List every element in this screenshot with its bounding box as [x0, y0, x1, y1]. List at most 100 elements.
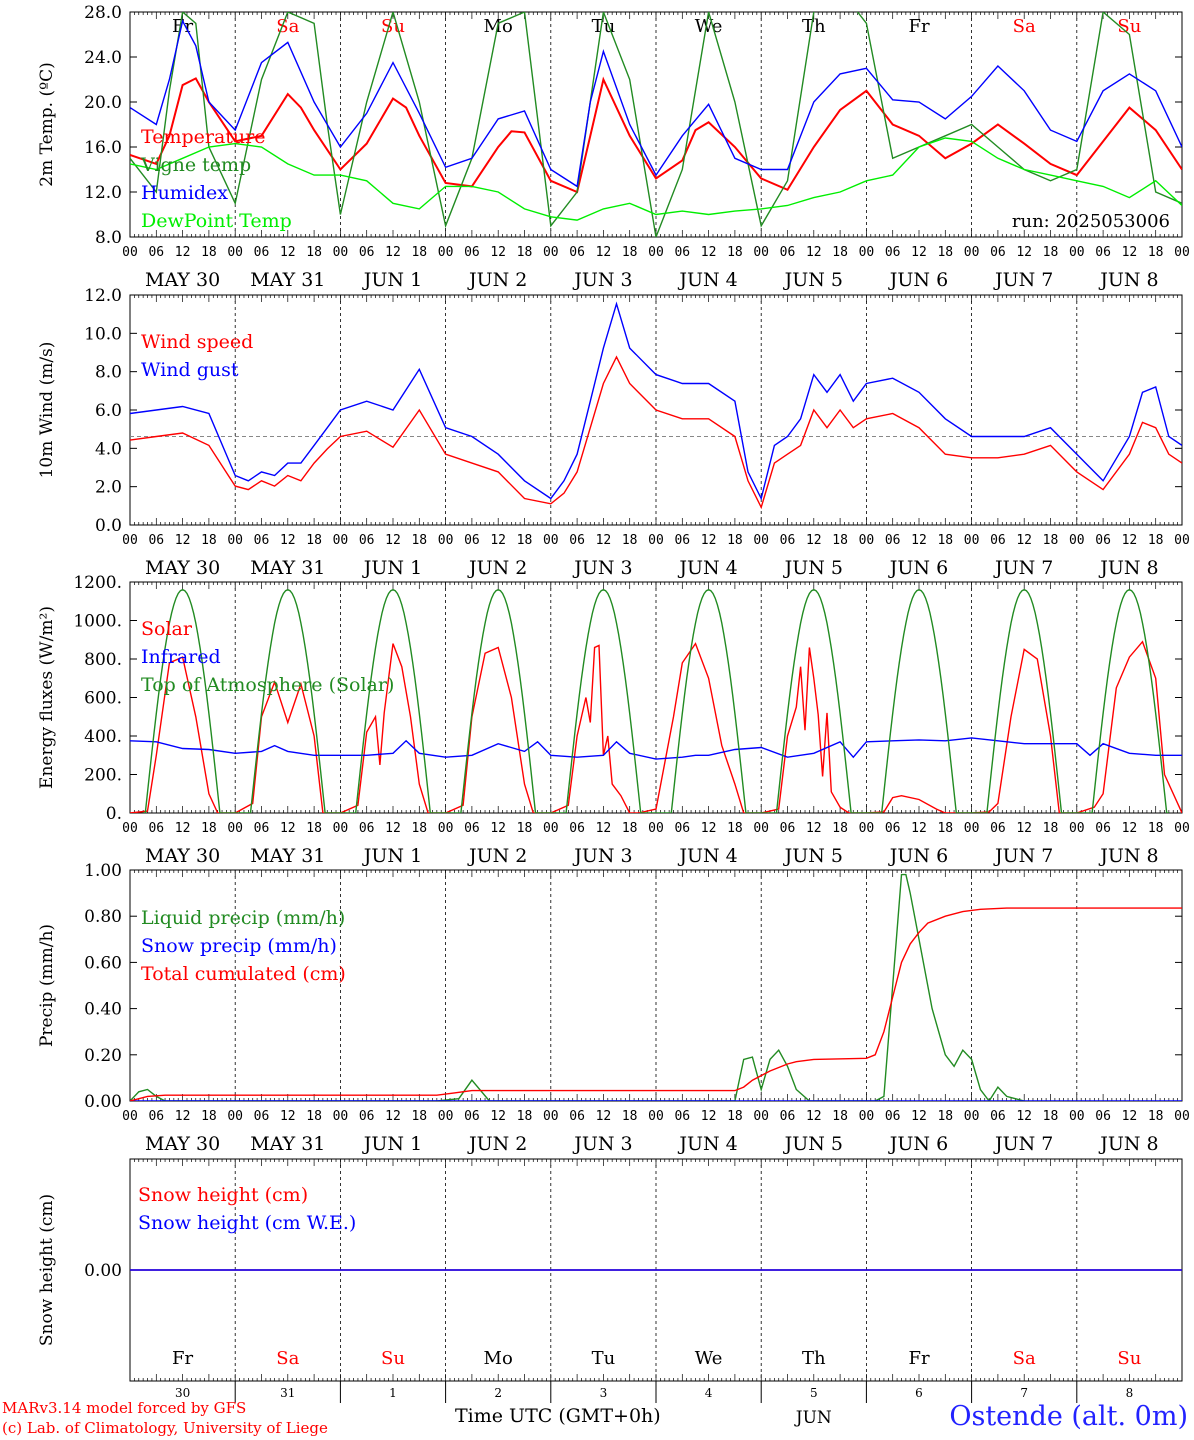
- hour-tick-label: 12: [175, 1109, 191, 1124]
- hour-tick-label: 12: [490, 821, 506, 836]
- hour-tick-label: 00: [438, 1109, 454, 1124]
- hour-tick-label: 12: [490, 245, 506, 260]
- hour-tick-label: 06: [359, 821, 375, 836]
- hour-tick-label: 06: [254, 1109, 270, 1124]
- hour-tick-label: 12: [1016, 245, 1032, 260]
- hour-tick-label: 18: [832, 1109, 848, 1124]
- day-label: JUN 3: [572, 845, 632, 867]
- hour-tick-label: 18: [622, 533, 638, 548]
- hour-tick-label: 18: [937, 245, 953, 260]
- hour-tick-label: 00: [543, 821, 559, 836]
- panel-temp: 8.0 12.0 16.0 20.0 24.0 28.0 2m Temp. (ºC) 00 06…: [37, 3, 1190, 291]
- hour-tick-label: 06: [885, 1109, 901, 1124]
- hour-tick-label: 18: [832, 533, 848, 548]
- hour-tick-label: 12: [1016, 1109, 1032, 1124]
- hour-tick-label: 00: [122, 821, 138, 836]
- hour-tick-label: 06: [464, 533, 480, 548]
- hour-tick-label: 00: [543, 533, 559, 548]
- hour-tick-label: 18: [727, 245, 743, 260]
- weekday-label: Su: [1117, 1348, 1141, 1369]
- y-tick-label: 0.00: [84, 1092, 122, 1112]
- y-tick-label: 1200.: [73, 573, 122, 593]
- hour-tick-label: 00: [648, 533, 664, 548]
- hour-tick-label: 06: [464, 1109, 480, 1124]
- hour-tick-label: 18: [727, 533, 743, 548]
- weekday-label: We: [695, 16, 723, 37]
- hour-tick-label: 18: [1043, 821, 1059, 836]
- hour-tick-label: 06: [254, 245, 270, 260]
- hour-tick-label: 12: [1016, 533, 1032, 548]
- hour-tick-label: 12: [1122, 533, 1138, 548]
- y-axis-title: Precip (mm/h): [37, 924, 57, 1047]
- hour-tick-label: 00: [753, 1109, 769, 1124]
- hour-tick-label: 18: [411, 533, 427, 548]
- legend-entry: DewPoint Temp: [141, 210, 292, 232]
- hour-tick-label: 06: [990, 245, 1006, 260]
- day-label: MAY 31: [250, 845, 325, 867]
- y-axis-title: Snow height (cm): [37, 1194, 57, 1346]
- hour-tick-label: 12: [1122, 821, 1138, 836]
- y-tick-label: 8.0: [95, 228, 122, 248]
- hour-tick-label: 18: [622, 1109, 638, 1124]
- hour-tick-label: 00: [333, 245, 349, 260]
- hour-tick-label: 00: [1069, 533, 1085, 548]
- hour-tick-label: 12: [596, 533, 612, 548]
- hour-tick-label: 18: [306, 533, 322, 548]
- panel-snow: 0.00 Snow height (cm) Snow height (cm) Snow…: [37, 1158, 1183, 1428]
- day-label: MAY 30: [145, 1133, 220, 1155]
- hour-tick-label: 18: [622, 245, 638, 260]
- day-label: JUN 7: [993, 845, 1053, 867]
- hour-tick-label: 12: [280, 1109, 296, 1124]
- y-tick-label: 0.40: [84, 1000, 122, 1020]
- hour-tick-label: 06: [1095, 821, 1111, 836]
- y-tick-label: 0.60: [84, 953, 122, 973]
- hour-tick-label: 00: [1069, 245, 1085, 260]
- hour-tick-label: 18: [411, 1109, 427, 1124]
- hour-tick-label: 18: [727, 821, 743, 836]
- day-label: JUN 3: [572, 269, 632, 291]
- hour-tick-label: 18: [1148, 533, 1164, 548]
- legend-entry: Snow height (cm W.E.): [138, 1212, 356, 1234]
- hour-tick-label: 18: [411, 245, 427, 260]
- hour-tick-label: 12: [280, 245, 296, 260]
- hour-tick-label: 00: [859, 821, 875, 836]
- day-number: 4: [705, 1386, 713, 1400]
- hour-tick-label: 06: [464, 821, 480, 836]
- hour-tick-label: 00: [122, 1109, 138, 1124]
- weekday-label: Fr: [172, 1348, 193, 1369]
- hour-tick-label: 00: [648, 1109, 664, 1124]
- hour-tick-label: 18: [517, 1109, 533, 1124]
- hour-tick-label: 00: [122, 245, 138, 260]
- y-tick-label: 16.0: [84, 138, 122, 158]
- hour-tick-label: 00: [753, 245, 769, 260]
- weekday-label: Sa: [1013, 1348, 1036, 1369]
- panel-wind: 0.0 2.0 4.0 6.0 8.0 10.0 12.0 10m Wind (m/s) 00 0…: [37, 286, 1190, 579]
- hour-tick-label: 18: [517, 245, 533, 260]
- series-wind-gust: [130, 301, 1182, 501]
- weekday-label: Fr: [908, 1348, 929, 1369]
- hour-tick-label: 00: [1069, 1109, 1085, 1124]
- hour-tick-label: 12: [596, 245, 612, 260]
- day-label: JUN 5: [783, 269, 843, 291]
- hour-tick-label: 06: [359, 533, 375, 548]
- day-label: JUN 7: [993, 1133, 1053, 1155]
- legend-entry: Humidex: [141, 182, 228, 204]
- hour-tick-label: 06: [569, 821, 585, 836]
- hour-tick-label: 12: [596, 821, 612, 836]
- hour-tick-label: 06: [254, 821, 270, 836]
- hour-tick-label: 00: [227, 821, 243, 836]
- hour-tick-label: 06: [780, 245, 796, 260]
- weekday-label: Su: [381, 16, 405, 37]
- y-tick-label: 28.0: [84, 3, 122, 23]
- hour-tick-label: 06: [780, 1109, 796, 1124]
- y-tick-label: 24.0: [84, 48, 122, 68]
- y-tick-label: 600.: [84, 689, 122, 709]
- hour-tick-label: 12: [701, 533, 717, 548]
- hour-tick-label: 18: [411, 821, 427, 836]
- weekday-label: Sa: [276, 16, 299, 37]
- day-label: JUN 3: [572, 1133, 632, 1155]
- day-label: JUN 8: [1098, 557, 1158, 579]
- day-number: 31: [280, 1386, 295, 1400]
- day-label: JUN 1: [362, 269, 422, 291]
- day-label: JUN 1: [362, 1133, 422, 1155]
